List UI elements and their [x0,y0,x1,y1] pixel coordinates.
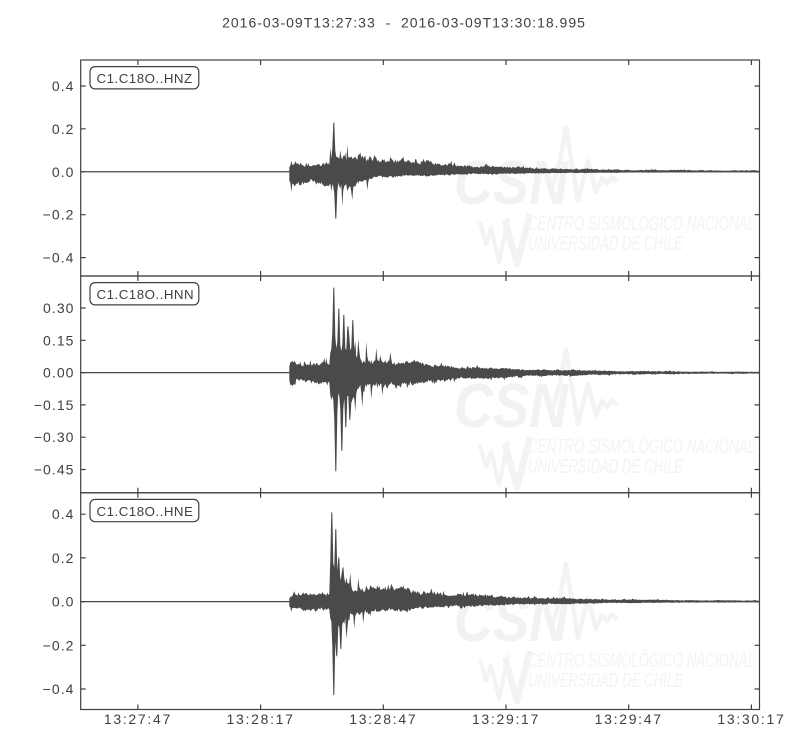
svg-text:0.00: 0.00 [43,365,74,381]
svg-text:0.4: 0.4 [52,78,75,94]
svg-text:−0.4: −0.4 [43,250,75,266]
svg-text:UNIVERSIDAD DE CHILE: UNIVERSIDAD DE CHILE [528,670,683,692]
svg-text:0.30: 0.30 [43,300,74,316]
svg-text:0.0: 0.0 [52,594,75,610]
svg-text:13:30:17: 13:30:17 [717,711,785,727]
svg-text:0.0: 0.0 [52,164,75,180]
svg-text:−0.4: −0.4 [43,681,75,697]
svg-text:−0.15: −0.15 [34,397,75,413]
svg-text:C1.C18O..HNZ: C1.C18O..HNZ [97,71,193,86]
svg-text:C1.C18O..HNE: C1.C18O..HNE [97,504,194,519]
svg-text:CENTRO SISMOLÓGICO NACIONAL: CENTRO SISMOLÓGICO NACIONAL [528,649,755,672]
svg-text:CSN: CSN [454,372,569,441]
svg-text:CSN: CSN [454,149,569,218]
svg-text:CENTRO SISMOLÓGICO NACIONAL: CENTRO SISMOLÓGICO NACIONAL [528,212,755,235]
svg-text:−0.30: −0.30 [34,429,75,445]
svg-text:2016-03-09T13:27:33 - 2016-0: 2016-03-09T13:27:33 - 2016-03-09T13:30:1… [222,15,586,31]
svg-text:−0.45: −0.45 [34,462,75,478]
svg-text:UNIVERSIDAD DE CHILE: UNIVERSIDAD DE CHILE [528,233,683,255]
svg-text:−0.2: −0.2 [43,207,75,223]
svg-text:C1.C18O..HNN: C1.C18O..HNN [97,287,195,302]
svg-text:CENTRO SISMOLÓGICO NACIONAL: CENTRO SISMOLÓGICO NACIONAL [528,435,755,458]
svg-text:−0.2: −0.2 [43,637,75,653]
svg-text:13:29:17: 13:29:17 [472,711,540,727]
svg-text:0.4: 0.4 [52,506,75,522]
svg-text:13:27:47: 13:27:47 [104,711,172,727]
svg-text:13:28:17: 13:28:17 [227,711,295,727]
svg-text:13:28:47: 13:28:47 [349,711,417,727]
svg-text:13:29:47: 13:29:47 [595,711,663,727]
svg-text:UNIVERSIDAD DE CHILE: UNIVERSIDAD DE CHILE [528,456,683,478]
svg-text:0.2: 0.2 [52,550,75,566]
svg-text:0.2: 0.2 [52,121,75,137]
svg-text:0.15: 0.15 [43,332,74,348]
